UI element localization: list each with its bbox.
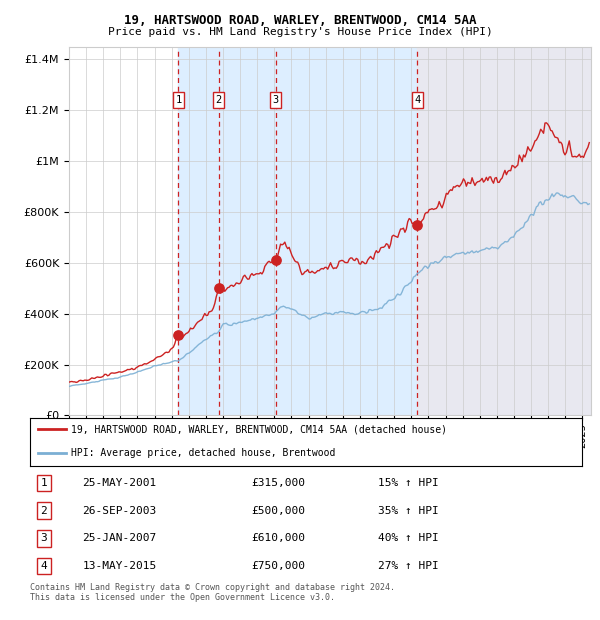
Text: HPI: Average price, detached house, Brentwood: HPI: Average price, detached house, Bren… [71, 448, 336, 458]
Text: 27% ↑ HPI: 27% ↑ HPI [378, 561, 439, 571]
Text: £610,000: £610,000 [251, 533, 305, 543]
Text: 13-MAY-2015: 13-MAY-2015 [82, 561, 157, 571]
Text: 3: 3 [272, 95, 279, 105]
Text: 26-SEP-2003: 26-SEP-2003 [82, 506, 157, 516]
Bar [178, 46, 418, 415]
Text: 15% ↑ HPI: 15% ↑ HPI [378, 478, 439, 488]
Point [173, 330, 183, 340]
Point [271, 255, 280, 265]
Text: 19, HARTSWOOD ROAD, WARLEY, BRENTWOOD, CM14 5AA (detached house): 19, HARTSWOOD ROAD, WARLEY, BRENTWOOD, C… [71, 425, 448, 435]
Text: £315,000: £315,000 [251, 478, 305, 488]
Text: 1: 1 [175, 95, 181, 105]
Text: £500,000: £500,000 [251, 506, 305, 516]
Text: £750,000: £750,000 [251, 561, 305, 571]
Text: 35% ↑ HPI: 35% ↑ HPI [378, 506, 439, 516]
Point [413, 219, 422, 229]
Text: 25-MAY-2001: 25-MAY-2001 [82, 478, 157, 488]
Bar [418, 46, 591, 415]
Text: 1: 1 [40, 478, 47, 488]
Text: 4: 4 [415, 95, 421, 105]
Text: Price paid vs. HM Land Registry's House Price Index (HPI): Price paid vs. HM Land Registry's House … [107, 27, 493, 37]
Text: Contains HM Land Registry data © Crown copyright and database right 2024.
This d: Contains HM Land Registry data © Crown c… [30, 583, 395, 602]
Text: 2: 2 [215, 95, 222, 105]
Text: 19, HARTSWOOD ROAD, WARLEY, BRENTWOOD, CM14 5AA: 19, HARTSWOOD ROAD, WARLEY, BRENTWOOD, C… [124, 14, 476, 27]
Text: 2: 2 [40, 506, 47, 516]
Text: 3: 3 [40, 533, 47, 543]
Text: 40% ↑ HPI: 40% ↑ HPI [378, 533, 439, 543]
Text: 25-JAN-2007: 25-JAN-2007 [82, 533, 157, 543]
Point [214, 283, 223, 293]
Text: 4: 4 [40, 561, 47, 571]
